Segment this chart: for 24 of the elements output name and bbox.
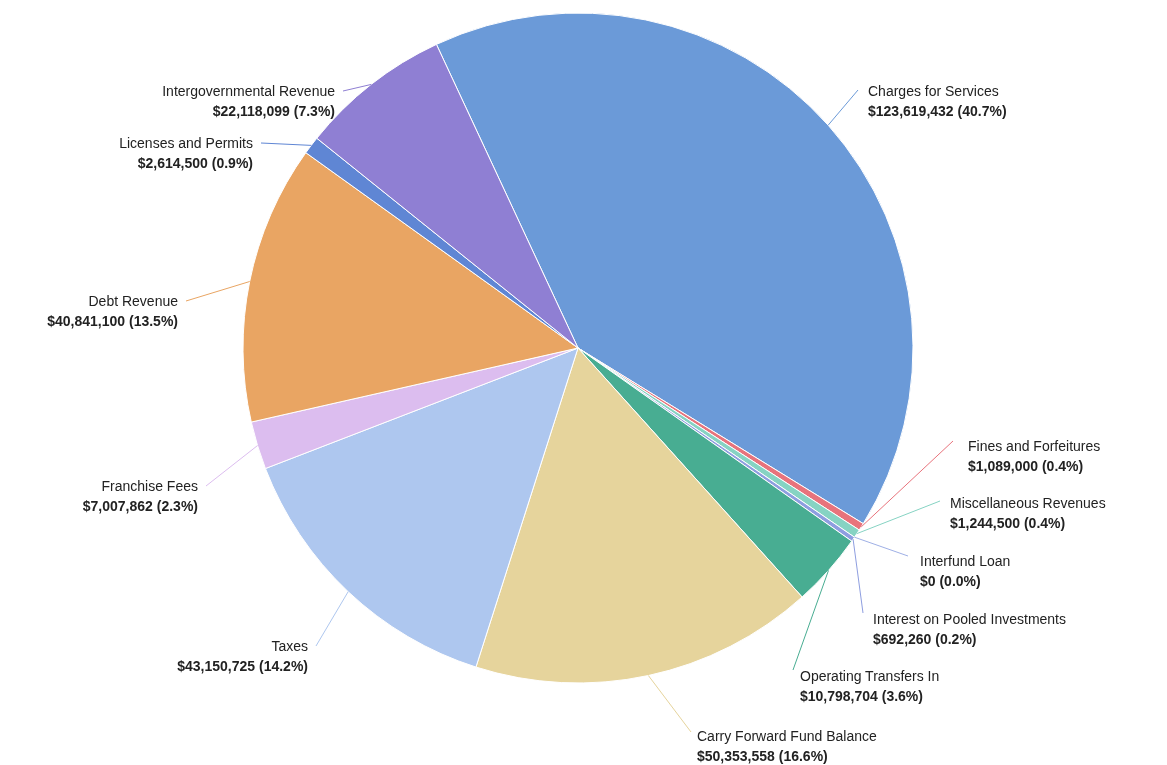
slice-label: Miscellaneous Revenues [950, 495, 1106, 511]
data-label: $43,150,725 (14.2%) [177, 658, 308, 674]
data-label: $692,260 (0.2%) [873, 631, 977, 647]
data-label: $10,798,704 (3.6%) [800, 688, 923, 704]
slice-label: Fines and Forfeitures [968, 438, 1101, 454]
slice-label: Carry Forward Fund Balance [697, 728, 877, 744]
slice-label: Debt Revenue [88, 293, 179, 309]
data-label: $1,244,500 (0.4%) [950, 515, 1066, 531]
data-label: $2,614,500 (0.9%) [137, 155, 253, 171]
category-label: Interfund Loan [920, 553, 1011, 569]
slice-label: Licenses and Permits [119, 135, 253, 151]
data-label: $1,089,000 (0.4%) [968, 458, 1084, 474]
slice-label: Interest on Pooled Investments [873, 611, 1066, 627]
slice-label: Taxes [271, 638, 308, 654]
slice-label: Franchise Fees [101, 478, 198, 494]
data-label: $40,841,100 (13.5%) [47, 313, 178, 329]
data-label: $50,353,558 (16.6%) [697, 748, 828, 764]
data-label: $7,007,862 (2.3%) [82, 498, 198, 514]
text: $0 (0.0%) [920, 573, 981, 589]
slice-label: Charges for Services [868, 83, 999, 99]
slice-label: Intergovernmental Revenue [162, 83, 336, 99]
data-label: $22,118,099 (7.3%) [212, 103, 335, 119]
data-label: $123,619,432 (40.7%) [868, 103, 1007, 119]
slice-label: Operating Transfers In [800, 668, 940, 684]
